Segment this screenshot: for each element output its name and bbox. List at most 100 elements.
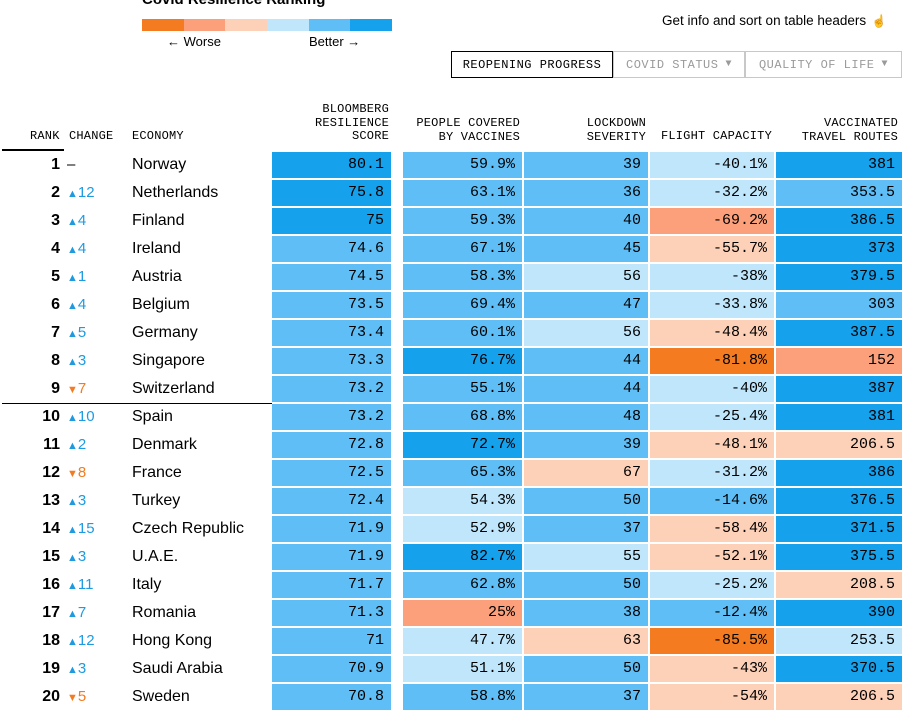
change-cell: ▲11 <box>67 572 127 598</box>
table-row[interactable]: 20 ▼5 Sweden 70.8 58.8% 37 -54% 206.5 <box>0 684 919 712</box>
up-arrow-icon: ▲ <box>67 244 78 256</box>
header-line: TRAVEL ROUTES <box>801 129 898 144</box>
economy-name: Spain <box>132 408 173 425</box>
change-value: 1 <box>77 268 87 285</box>
rank-cell: 1 <box>51 156 60 173</box>
rank-cell: 5 <box>51 268 60 285</box>
change-value: 12 <box>77 632 95 649</box>
rank-cell: 18 <box>42 632 60 649</box>
header-people-covered[interactable]: PEOPLE COVERED BY VACCINES <box>403 116 520 144</box>
table-row[interactable]: 10 ▲10 Spain 73.2 68.8% 48 -25.4% 381 <box>0 404 919 432</box>
table-row[interactable]: 17 ▲7 Romania 71.3 25% 38 -12.4% 390 <box>0 600 919 628</box>
table-row[interactable]: 3 ▲4 Finland 75 59.3% 40 -69.2% 386.5 <box>0 208 919 236</box>
legend-swatch-2 <box>183 19 226 31</box>
change-value: 12 <box>77 184 95 201</box>
people-covered-cell: 58.3% <box>403 264 522 290</box>
lockdown-severity-cell: 56 <box>524 320 648 346</box>
people-covered-cell: 25% <box>403 600 522 626</box>
lockdown-severity-cell: 37 <box>524 684 648 710</box>
table-row[interactable]: 12 ▼8 France 72.5 65.3% 67 -31.2% 386 <box>0 460 919 488</box>
up-arrow-icon: ▲ <box>67 580 78 592</box>
economy-name: Finland <box>132 212 185 229</box>
table-row[interactable]: 7 ▲5 Germany 73.4 60.1% 56 -48.4% 387.5 <box>0 320 919 348</box>
up-arrow-icon: ▲ <box>67 188 78 200</box>
table-row[interactable]: 19 ▲3 Saudi Arabia 70.9 51.1% 50 -43% 370.5 <box>0 656 919 684</box>
table-row[interactable]: 16 ▲11 Italy 71.7 62.8% 50 -25.2% 208.5 <box>0 572 919 600</box>
change-value: 7 <box>77 380 87 397</box>
table-row[interactable]: 14 ▲15 Czech Republic 71.9 52.9% 37 -58.4% 371.… <box>0 516 919 544</box>
change-value: 11 <box>77 576 94 593</box>
rank-cell: 8 <box>51 352 60 369</box>
header-line: BY VACCINES <box>438 129 520 144</box>
flight-capacity-cell: -48.1% <box>650 432 774 458</box>
resilience-score-cell: 72.4 <box>272 488 391 514</box>
table-row[interactable]: 9 ▼7 Switzerland 73.2 55.1% 44 -40% 387 <box>0 376 919 404</box>
change-value: 5 <box>77 324 87 341</box>
header-change[interactable]: CHANGE <box>69 129 114 143</box>
resilience-score-cell: 71.9 <box>272 544 391 570</box>
pointer-hand-icon: ☝ <box>871 14 887 28</box>
table-row[interactable]: 13 ▲3 Turkey 72.4 54.3% 50 -14.6% 376.5 <box>0 488 919 516</box>
lockdown-severity-cell: 44 <box>524 376 648 402</box>
tab-quality-of-life[interactable]: QUALITY OF LIFE ▼ <box>745 51 902 78</box>
table-row[interactable]: 2 ▲12 Netherlands 75.8 63.1% 36 -32.2% 353.5 <box>0 180 919 208</box>
vaccinated-routes-cell: 206.5 <box>776 432 902 458</box>
people-covered-cell: 62.8% <box>403 572 522 598</box>
economy-name: Norway <box>132 156 187 173</box>
legend-swatch-4 <box>267 19 309 31</box>
lockdown-severity-cell: 50 <box>524 656 648 682</box>
flight-capacity-cell: -81.8% <box>650 348 774 374</box>
people-covered-cell: 55.1% <box>403 376 522 402</box>
header-rank[interactable]: RANK <box>30 129 60 143</box>
resilience-score-cell: 73.2 <box>272 376 391 402</box>
legend-swatch-5 <box>308 19 351 31</box>
rank-cell: 9 <box>51 380 60 397</box>
change-cell: ▲4 <box>67 208 127 234</box>
rank-cell: 11 <box>43 436 60 453</box>
header-flight-capacity[interactable]: FLIGHT CAPACITY <box>650 129 772 144</box>
table-row[interactable]: 15 ▲3 U.A.E. 71.9 82.7% 55 -52.1% 375.5 <box>0 544 919 572</box>
table-row[interactable]: 18 ▲12 Hong Kong 71 47.7% 63 -85.5% 253.5 <box>0 628 919 656</box>
flight-capacity-cell: -38% <box>650 264 774 290</box>
economy-name: Hong Kong <box>132 632 213 649</box>
table-row[interactable]: 8 ▲3 Singapore 73.3 76.7% 44 -81.8% 152 <box>0 348 919 376</box>
vaccinated-routes-cell: 206.5 <box>776 684 902 710</box>
table-row[interactable]: 4 ▲4 Ireland 74.6 67.1% 45 -55.7% 373 <box>0 236 919 264</box>
change-value: 5 <box>77 688 87 705</box>
header-vaccinated-travel-routes[interactable]: VACCINATED TRAVEL ROUTES <box>776 116 898 144</box>
tab-reopening-progress[interactable]: REOPENING PROGRESS <box>451 51 613 78</box>
change-cell: ▼8 <box>67 460 127 486</box>
change-cell: ▲5 <box>67 320 127 346</box>
economy-name: Romania <box>132 604 197 621</box>
up-arrow-icon: ▲ <box>67 356 78 368</box>
vaccinated-routes-cell: 387.5 <box>776 320 902 346</box>
header-economy[interactable]: ECONOMY <box>132 129 184 143</box>
header-resilience-score[interactable]: BLOOMBERG RESILIENCE SCORE <box>272 102 389 144</box>
lockdown-severity-cell: 67 <box>524 460 648 486</box>
table-row[interactable]: 1– Norway 80.1 59.9% 39 -40.1% 381 <box>0 152 919 180</box>
people-covered-cell: 67.1% <box>403 236 522 262</box>
people-covered-cell: 82.7% <box>403 544 522 570</box>
tab-covid-status[interactable]: COVID STATUS ▼ <box>613 51 745 78</box>
table-row[interactable]: 11 ▲2 Denmark 72.8 72.7% 39 -48.1% 206.5 <box>0 432 919 460</box>
economy-name: U.A.E. <box>132 548 179 565</box>
sort-indicator-underline <box>2 149 64 151</box>
change-value: 4 <box>77 212 87 229</box>
up-arrow-icon: ▲ <box>67 552 78 564</box>
change-cell: ▲12 <box>67 180 127 206</box>
vaccinated-routes-cell: 381 <box>776 152 902 178</box>
header-line: BLOOMBERG <box>322 102 389 116</box>
vaccinated-routes-cell: 371.5 <box>776 516 902 542</box>
table-row[interactable]: 6 ▲4 Belgium 73.5 69.4% 47 -33.8% 303 <box>0 292 919 320</box>
header-lockdown-severity[interactable]: LOCKDOWN SEVERITY <box>524 116 646 144</box>
economy-name: Netherlands <box>132 184 219 201</box>
economy-name: Turkey <box>132 492 181 509</box>
people-covered-cell: 51.1% <box>403 656 522 682</box>
people-covered-cell: 60.1% <box>403 320 522 346</box>
change-value: 4 <box>77 296 87 313</box>
table-row[interactable]: 5 ▲1 Austria 74.5 58.3% 56 -38% 379.5 <box>0 264 919 292</box>
people-covered-cell: 47.7% <box>403 628 522 654</box>
change-value: – <box>67 156 76 173</box>
economy-name: Belgium <box>132 296 190 313</box>
tab-label: REOPENING PROGRESS <box>462 57 602 72</box>
